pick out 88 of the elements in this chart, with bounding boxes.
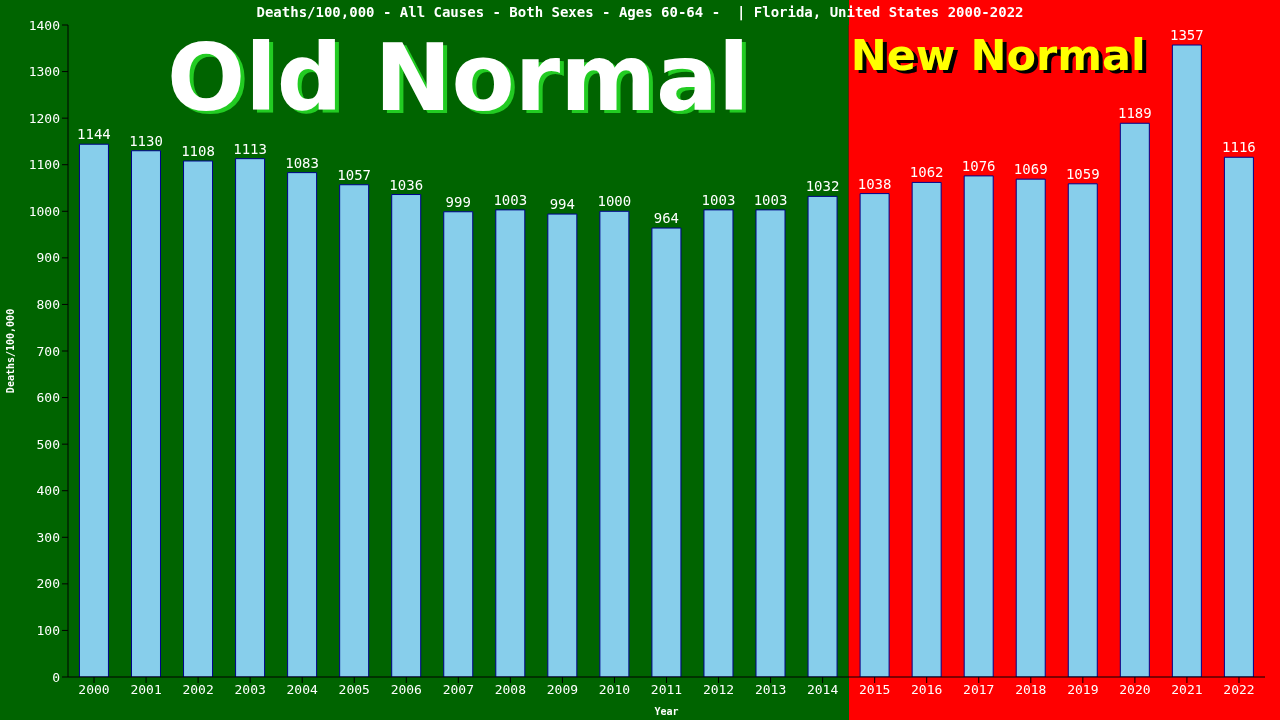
bar [130,150,161,677]
y-tick-label: 1400 [28,17,60,33]
data-label: 1108 [181,142,215,159]
bar [1067,183,1098,677]
data-label: 994 [549,196,575,213]
bar [1223,156,1254,677]
y-tick-label: 300 [36,529,60,545]
data-label: 1057 [337,166,372,183]
bar [703,209,734,677]
data-label: 1116 [1222,139,1256,156]
data-label: 1059 [1065,165,1100,182]
y-tick-label: 1300 [28,64,60,80]
data-label: 1062 [909,164,944,181]
x-tick-label: 2002 [182,682,214,698]
x-tick-label: 2006 [390,682,422,698]
bar [235,158,266,677]
bar [1015,178,1046,677]
x-tick-label: 2008 [494,682,527,698]
x-axis-title: Year [654,706,679,717]
data-label: 1036 [389,176,424,193]
data-label: 1032 [805,178,840,195]
y-tick-label: 900 [36,250,60,266]
data-label: 1000 [597,193,632,210]
x-tick-label: 2020 [1119,682,1151,698]
y-tick-label: 400 [36,483,60,499]
y-tick-label: 600 [36,390,60,406]
bar [495,209,526,677]
band-label: New Normal [850,30,1146,80]
x-tick-label: 2013 [754,682,787,698]
y-tick-label: 700 [36,343,60,359]
x-tick-label: 2022 [1223,682,1255,698]
x-tick-label: 2001 [130,682,162,698]
data-label: 1144 [77,126,111,143]
band-label: Old Normal [166,25,750,132]
y-tick-label: 200 [36,576,60,592]
bar [963,175,994,677]
x-tick-label: 2021 [1171,682,1203,698]
bar [547,213,578,677]
x-tick-label: 2014 [806,682,839,698]
x-tick-label: 2011 [650,682,683,698]
x-tick-label: 2003 [234,682,266,698]
bar [755,209,786,677]
data-label: 1038 [857,175,892,192]
y-tick-label: 1100 [28,157,60,173]
x-tick-label: 2019 [1067,682,1099,698]
x-tick-label: 2010 [598,682,631,698]
x-tick-label: 2009 [546,682,579,698]
bar [859,193,890,677]
bar [1171,44,1202,677]
data-label: 1083 [285,154,319,171]
x-tick-label: 2007 [442,682,474,698]
bar [287,172,318,677]
bar [1119,122,1150,677]
x-tick-label: 2015 [859,682,891,698]
y-tick-label: 1000 [28,203,60,219]
bar [651,227,682,677]
x-tick-label: 2017 [963,682,995,698]
bar [443,211,474,677]
data-label: 1189 [1117,105,1152,122]
y-tick-label: 1200 [28,110,60,126]
data-label: 1113 [233,140,267,157]
data-label: 1357 [1170,27,1204,44]
data-label: 964 [653,210,680,227]
data-label: 1003 [701,191,736,208]
data-label: 1003 [753,191,788,208]
x-tick-label: 2000 [78,682,110,698]
data-label: 1076 [961,157,996,174]
data-label: 1130 [129,132,163,149]
data-label: 999 [445,193,471,210]
x-tick-label: 2018 [1015,682,1047,698]
y-axis-title: Deaths/100,000 [4,308,16,394]
bar [599,210,630,677]
y-tick-label: 500 [36,436,60,452]
y-tick-label: 0 [52,669,60,685]
y-tick-label: 100 [36,623,60,639]
data-label: 1069 [1013,161,1048,178]
data-label: 1003 [493,191,528,208]
x-tick-label: 2004 [286,682,319,698]
x-tick-label: 2016 [911,682,943,698]
bar [391,194,422,677]
bar [807,195,838,677]
x-tick-label: 2012 [702,682,735,698]
x-tick-label: 2005 [338,682,370,698]
bar [339,184,370,677]
y-tick-label: 800 [36,297,60,313]
bar [183,160,214,677]
bar [78,143,109,677]
bar [911,181,942,677]
